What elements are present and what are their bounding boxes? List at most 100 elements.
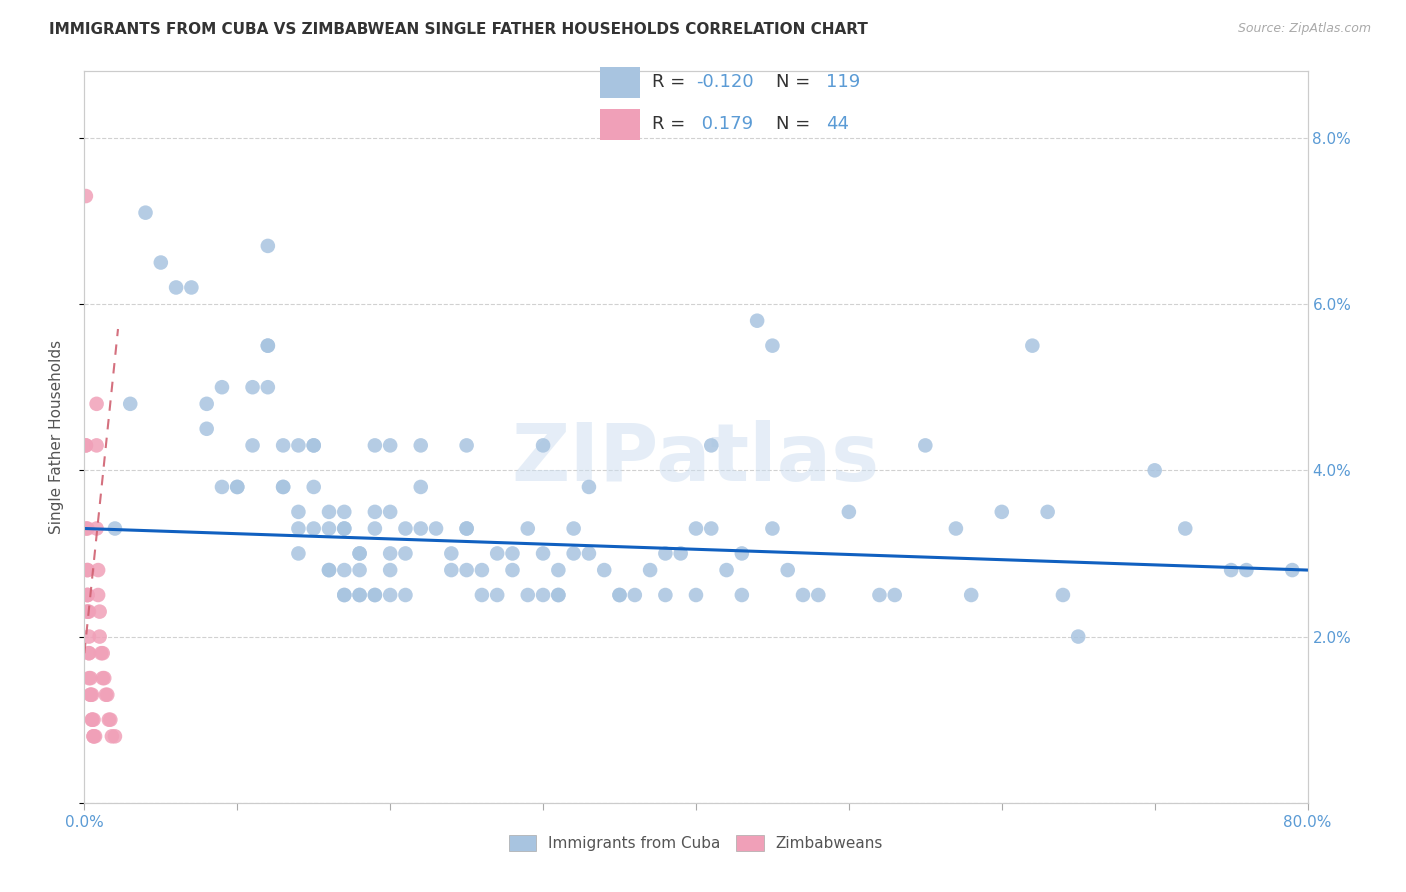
Point: [76, 588, 98, 602]
Point: [547, 588, 569, 602]
Point: [380, 546, 402, 560]
Point: [76, 605, 98, 619]
Point: [731, 588, 754, 602]
Point: [333, 563, 356, 577]
Point: [609, 588, 631, 602]
Point: [547, 563, 569, 577]
Point: [89, 630, 111, 644]
Point: [271, 480, 294, 494]
Point: [86, 521, 108, 535]
Point: [562, 521, 585, 535]
Point: [685, 521, 707, 535]
Point: [195, 422, 218, 436]
Point: [287, 438, 309, 452]
Point: [75, 438, 97, 452]
Point: [318, 563, 340, 577]
Point: [80, 713, 103, 727]
Point: [869, 588, 891, 602]
Point: [624, 588, 647, 602]
Point: [685, 588, 707, 602]
Point: [287, 546, 309, 560]
Point: [318, 521, 340, 535]
Point: [91, 671, 114, 685]
FancyBboxPatch shape: [600, 109, 640, 140]
Point: [104, 729, 127, 743]
Text: Source: ZipAtlas.com: Source: ZipAtlas.com: [1237, 22, 1371, 36]
Point: [96, 688, 118, 702]
Point: [89, 605, 111, 619]
Point: [654, 546, 676, 560]
Point: [333, 521, 356, 535]
Point: [271, 480, 294, 494]
Point: [502, 563, 524, 577]
Point: [578, 480, 600, 494]
Point: [257, 338, 280, 352]
Point: [409, 438, 432, 452]
Point: [333, 588, 356, 602]
Text: 44: 44: [825, 115, 849, 133]
Text: N =: N =: [776, 73, 815, 91]
Point: [914, 438, 936, 452]
Point: [76, 563, 98, 577]
FancyBboxPatch shape: [600, 67, 640, 98]
Point: [271, 438, 294, 452]
Point: [318, 505, 340, 519]
Point: [364, 588, 387, 602]
Point: [380, 563, 402, 577]
Point: [531, 438, 554, 452]
Point: [1036, 505, 1059, 519]
Point: [776, 563, 799, 577]
Point: [104, 521, 127, 535]
Point: [761, 521, 783, 535]
Text: -0.120: -0.120: [696, 73, 754, 91]
Point: [76, 588, 98, 602]
Point: [302, 480, 325, 494]
Point: [394, 521, 416, 535]
Point: [761, 338, 783, 352]
Point: [77, 671, 100, 685]
Point: [91, 646, 114, 660]
Point: [456, 438, 478, 452]
Point: [257, 338, 280, 352]
Point: [945, 521, 967, 535]
Point: [287, 521, 309, 535]
Point: [77, 605, 100, 619]
Point: [120, 397, 142, 411]
Point: [333, 505, 356, 519]
Text: ZIPatlas: ZIPatlas: [512, 420, 880, 498]
Point: [1067, 630, 1090, 644]
Point: [242, 380, 264, 394]
Point: [79, 688, 101, 702]
Point: [302, 438, 325, 452]
Point: [87, 588, 110, 602]
Point: [76, 563, 98, 577]
Point: [83, 729, 105, 743]
Point: [80, 688, 103, 702]
Point: [77, 646, 100, 660]
Legend: Immigrants from Cuba, Zimbabweans: Immigrants from Cuba, Zimbabweans: [502, 830, 890, 857]
Point: [609, 588, 631, 602]
Point: [380, 438, 402, 452]
Point: [531, 588, 554, 602]
Point: [257, 239, 280, 253]
Point: [380, 505, 402, 519]
Point: [98, 713, 121, 727]
Point: [1220, 563, 1243, 577]
Point: [90, 646, 112, 660]
Point: [409, 480, 432, 494]
Point: [86, 397, 108, 411]
Point: [456, 563, 478, 577]
Point: [349, 546, 371, 560]
Text: N =: N =: [776, 115, 815, 133]
Point: [991, 505, 1014, 519]
Point: [562, 546, 585, 560]
Point: [93, 671, 115, 685]
Point: [76, 588, 98, 602]
Point: [86, 438, 108, 452]
Point: [75, 521, 97, 535]
Point: [211, 380, 233, 394]
Point: [700, 521, 723, 535]
Point: [226, 480, 249, 494]
Point: [364, 521, 387, 535]
Point: [1174, 521, 1197, 535]
